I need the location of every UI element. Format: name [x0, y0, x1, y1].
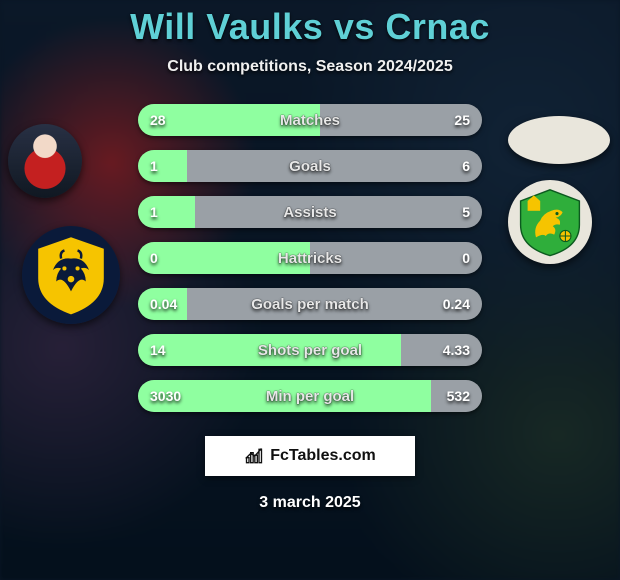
stat-row: Matches2825: [138, 104, 482, 136]
stat-value-right: 0.24: [431, 288, 482, 320]
stat-value-left: 14: [138, 334, 178, 366]
stat-row: Hattricks00: [138, 242, 482, 274]
stat-value-right: 0: [450, 242, 482, 274]
norwich-city-icon: [515, 187, 585, 257]
page-title: Will Vaulks vs Crnac: [0, 6, 620, 48]
stat-row: Assists15: [138, 196, 482, 228]
stat-value-left: 0: [138, 242, 170, 274]
club-crest-left: [22, 226, 120, 324]
stat-value-right: 25: [442, 104, 482, 136]
subtitle: Club competitions, Season 2024/2025: [0, 58, 620, 76]
stat-value-left: 1: [138, 150, 170, 182]
oxford-united-icon: [30, 234, 112, 316]
stats-container: Matches2825Goals16Assists15Hattricks00Go…: [138, 104, 482, 412]
player-left-avatar: [8, 124, 82, 198]
player-right-avatar: [508, 116, 610, 164]
brand-label: FcTables.com: [270, 447, 376, 465]
stat-value-left: 0.04: [138, 288, 189, 320]
stat-bar-right: [195, 196, 482, 228]
stat-value-right: 5: [450, 196, 482, 228]
chart-icon: [244, 446, 264, 466]
stat-value-left: 3030: [138, 380, 193, 412]
date: 3 march 2025: [0, 494, 620, 512]
stat-bar-right: [187, 150, 482, 182]
stat-value-right: 6: [450, 150, 482, 182]
stat-value-right: 532: [435, 380, 482, 412]
stat-row: Goals per match0.040.24: [138, 288, 482, 320]
stat-value-left: 28: [138, 104, 178, 136]
stat-row: Min per goal3030532: [138, 380, 482, 412]
club-crest-right: [508, 180, 592, 264]
stat-row: Shots per goal144.33: [138, 334, 482, 366]
stat-value-right: 4.33: [431, 334, 482, 366]
stat-row: Goals16: [138, 150, 482, 182]
brand-link[interactable]: FcTables.com: [205, 436, 415, 476]
stat-value-left: 1: [138, 196, 170, 228]
